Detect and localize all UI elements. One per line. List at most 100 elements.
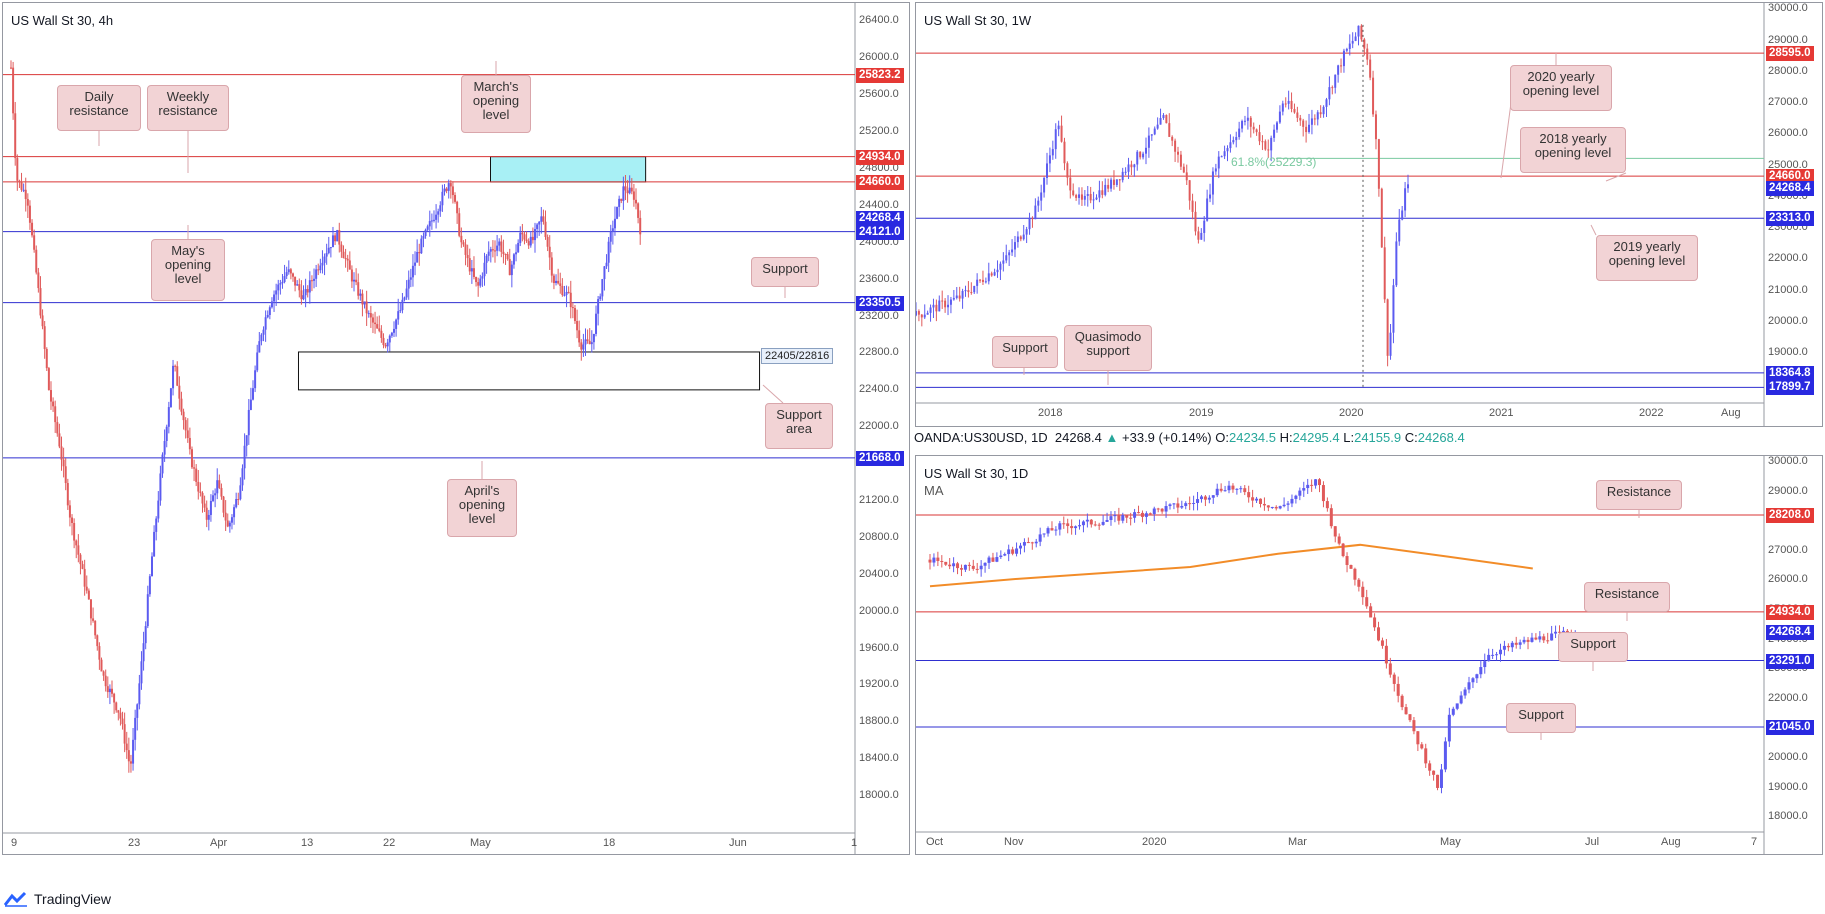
w1-candle-body (1013, 242, 1016, 250)
h4-candle-body (475, 276, 478, 283)
h4-candle-body (186, 430, 189, 438)
h4-candle-body (146, 594, 149, 627)
w1-candle-body (916, 311, 917, 316)
y4h-tick-label: 24400.0 (859, 198, 899, 211)
y4h-tick-label: 20800.0 (859, 530, 899, 543)
h4-candle-body (599, 296, 602, 300)
w1-candle-body (1246, 117, 1249, 121)
w1-candle-body (1008, 252, 1011, 256)
w1-candle-body (1345, 48, 1348, 51)
annotation-2019-yearly: 2019 yearly opening level (1596, 235, 1698, 281)
tradingview-logo[interactable]: TradingView (4, 891, 111, 907)
d1-candle-body (1007, 549, 1011, 555)
w1-candle-body (923, 314, 926, 318)
h4-candle-body (435, 214, 438, 220)
h4-candle-body (584, 339, 587, 345)
chart-4h-svg[interactable] (3, 3, 910, 855)
d1-candle-body (1302, 488, 1306, 491)
d1-candle-body (1542, 636, 1546, 641)
h4-candle-body (203, 503, 206, 508)
w1-candle-body (1392, 285, 1395, 333)
d1-candle-body (944, 561, 948, 565)
h4-candle-body (388, 335, 391, 343)
y1w-tick-label: 21000.0 (1768, 283, 1808, 296)
w1-candle-body (1369, 59, 1372, 78)
h4-candle-body (517, 242, 520, 253)
d1-candle-body (1227, 485, 1231, 491)
h4-candle-body (529, 236, 532, 246)
chart-panel-4h[interactable]: US Wall St 30, 4h 26400.0 26000.0 25600.0 2… (2, 2, 910, 855)
h4-candle-body (184, 420, 187, 431)
h4-candle-body (418, 252, 421, 254)
d1-candle-body (1168, 504, 1172, 507)
h4-candle-body (544, 221, 547, 238)
h4-candle-body (245, 435, 248, 446)
d1-candle-body (1471, 678, 1475, 683)
d1-candle-body (1133, 512, 1137, 518)
chart-1d-svg[interactable] (916, 456, 1823, 855)
w1-candle-body (1214, 168, 1217, 172)
h4-candle-body (239, 485, 242, 500)
w1-candle-body (1037, 200, 1040, 206)
w1-candle-body (1284, 103, 1287, 105)
w1-candle-body (1066, 163, 1069, 178)
x1w-tick-label: 2021 (1489, 407, 1514, 419)
ohlc-legend: OANDA:US30USD, 1D 24268.4 ▲ +33.9 (+0.14… (914, 430, 1465, 445)
h4-candle-body (260, 334, 263, 342)
h4-candle-body (635, 199, 638, 204)
d1-candle-body (991, 557, 995, 562)
d1-candle-body (1546, 640, 1550, 642)
w1-price-tag: 28595.0 (1766, 46, 1814, 62)
h4-candle-body (323, 256, 326, 263)
h4-candle-body (399, 310, 402, 312)
d1-candle-body (1022, 542, 1026, 546)
w1-candle-body (1267, 149, 1270, 151)
h4-candle-body (414, 262, 417, 266)
d1-candle-body (1274, 506, 1278, 509)
h4-candle-body (176, 366, 179, 386)
d1-candle-body (1140, 512, 1144, 517)
h4-candle-body (567, 291, 570, 293)
chart-panel-1w[interactable]: US Wall St 30, 1W 30000.0 29000.0 28000.0 2… (915, 2, 1823, 427)
w1-candle-body (1238, 128, 1241, 138)
w1-candle-body (1209, 194, 1212, 199)
h4-candle-body (277, 284, 280, 291)
w1-candle-body (1054, 129, 1057, 150)
d1-candle-body (1247, 492, 1251, 498)
h4-candle-body (197, 481, 200, 492)
d1-candle-body (1093, 524, 1097, 526)
w1-candle-body (1226, 148, 1229, 152)
w1-candle-body (961, 290, 964, 299)
h4-candle-body (338, 230, 341, 245)
w1-candle-body (1040, 192, 1043, 201)
w1-candle-body (1407, 184, 1409, 189)
d1-candle-body (1428, 763, 1432, 771)
h4-candle-body (313, 278, 316, 281)
h4-candle-body (561, 285, 564, 296)
h4-candle-body (342, 251, 345, 259)
chart-panel-1d[interactable]: US Wall St 30, 1D MA 30000.029000.028000… (915, 455, 1823, 855)
d1-candle-body (1443, 741, 1447, 770)
d1-candle-body (1325, 501, 1329, 509)
h4-candle-body (319, 265, 322, 271)
d1-candle-body (1211, 495, 1215, 498)
h4-candle-body (374, 322, 377, 325)
h4-candle-body (302, 295, 305, 300)
ohlc-change: +33.9 (+0.14%) (1122, 430, 1212, 445)
h4-candle-body (35, 249, 38, 273)
h4-candle-body (397, 311, 400, 320)
w1-candle-body (1328, 87, 1331, 100)
h4-candle-body (365, 301, 368, 314)
d1-candle-body (979, 565, 983, 570)
y1w-tick-label: 26000.0 (1768, 127, 1808, 140)
d1-candle-body (1345, 556, 1349, 565)
h4-candle-body (569, 292, 572, 308)
w1-candle-body (1363, 39, 1366, 49)
chart-1w-svg[interactable] (916, 3, 1823, 427)
w1-candle-body (1115, 179, 1118, 185)
w1-candle-body (1340, 65, 1343, 67)
annotation-quasimodo: Quasimodo support (1064, 325, 1152, 371)
ohlc-last: 24268.4 (1054, 430, 1102, 445)
d1-candle-body (936, 557, 940, 562)
h4-candle-body (26, 199, 29, 206)
